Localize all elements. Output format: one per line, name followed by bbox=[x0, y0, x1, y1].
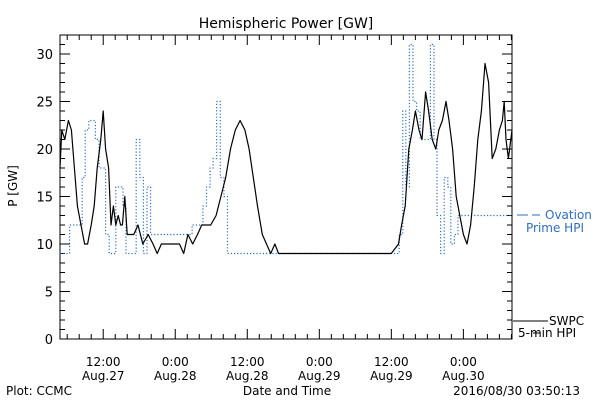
x-tick-date-label: Aug.28 bbox=[226, 369, 269, 383]
swpc-legend-label: SWPC bbox=[549, 314, 584, 328]
chart-title: Hemispheric Power [GW] bbox=[199, 16, 374, 32]
y-tick-label: 0 bbox=[45, 333, 53, 348]
x-tick-time-label: 12:00 bbox=[86, 355, 121, 369]
swpc-legend-label-line2: 5-min HPI bbox=[518, 326, 576, 340]
y-tick-label: 20 bbox=[36, 143, 53, 158]
plot-frame bbox=[59, 34, 513, 340]
swpc-series-line bbox=[59, 62, 513, 255]
y-axis-ticks: 0 5 10 15 20 25 30 bbox=[36, 44, 512, 348]
y-axis-label: P [GW] bbox=[6, 165, 20, 207]
legend: Ovation Prime HPI SWPC 5-min HPI bbox=[513, 208, 592, 340]
x-tick-time-label: 12:00 bbox=[230, 355, 265, 369]
ovation-legend-label-line2: Prime HPI bbox=[526, 221, 584, 235]
x-tick-time-label: 0:00 bbox=[162, 355, 189, 369]
y-tick-label: 25 bbox=[36, 96, 53, 111]
y-tick-label: 15 bbox=[36, 191, 53, 206]
ovation-legend-label: Ovation bbox=[545, 208, 592, 222]
ovation-prime-series-line bbox=[60, 43, 512, 255]
series-layer bbox=[59, 43, 513, 255]
x-tick-date-label: Aug.30 bbox=[442, 369, 485, 383]
y-tick-label: 10 bbox=[36, 238, 53, 253]
footer-credit: Plot: CCMC bbox=[6, 384, 72, 398]
y-tick-label: 5 bbox=[45, 286, 53, 301]
x-tick-time-label: 0:00 bbox=[306, 355, 333, 369]
x-tick-date-label: Aug.29 bbox=[298, 369, 341, 383]
x-tick-time-label: 12:00 bbox=[374, 355, 409, 369]
x-tick-date-label: Aug.28 bbox=[154, 369, 197, 383]
y-tick-label: 30 bbox=[36, 48, 53, 63]
x-axis-label: Date and Time bbox=[243, 384, 331, 398]
x-tick-time-label: 0:00 bbox=[450, 355, 477, 369]
x-tick-date-label: Aug.27 bbox=[82, 369, 125, 383]
x-tick-date-label: Aug.29 bbox=[370, 369, 413, 383]
x-axis-ticks: 12:00Aug.270:00Aug.2812:00Aug.280:00Aug.… bbox=[66, 35, 512, 383]
footer-timestamp: 2016/08/30 03:50:13 bbox=[453, 384, 580, 398]
